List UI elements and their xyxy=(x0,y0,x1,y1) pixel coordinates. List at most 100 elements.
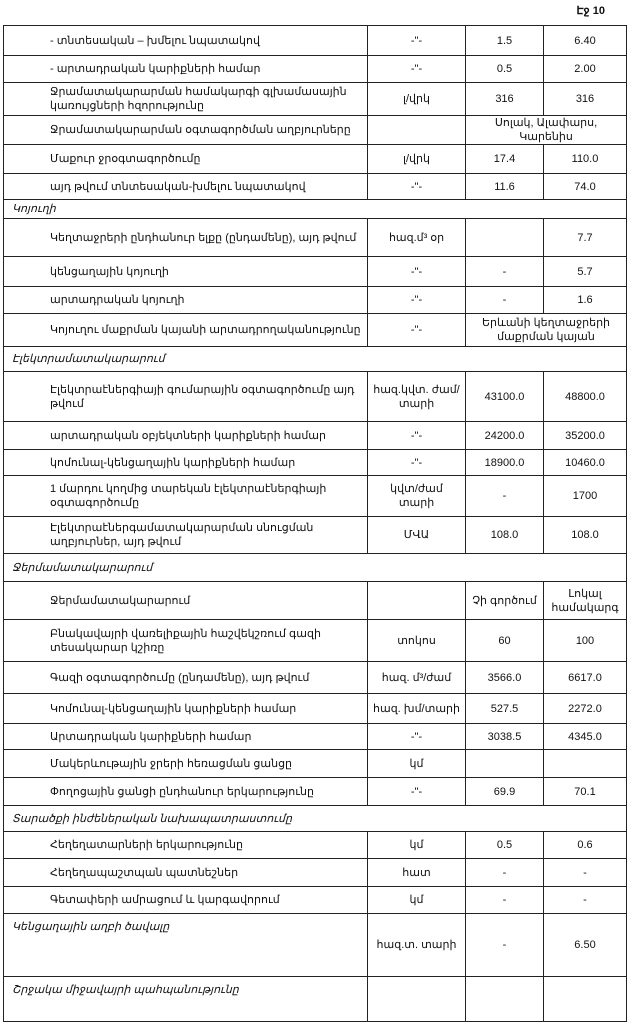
table-row: Բնակավայրի վառելիքային հաշվեկշռում գազի … xyxy=(3,619,627,662)
table-row: Հեղեղապաշտպան պատնեշներ հատ - - xyxy=(3,858,627,887)
value: 2.00 xyxy=(543,55,627,83)
row-label: Կոմունալ-կենցաղային կարիքների համար xyxy=(3,693,368,724)
value: 108.0 xyxy=(543,516,627,554)
table-row: Էլեկտրամատակարարում xyxy=(3,346,627,372)
table-row: Կենցաղային աղբի ծավալը հազ.տ. տարի -6.50 xyxy=(3,913,627,977)
table-row: - տնտեսական – խմելու նպատակով -"- 1.5 6.40 xyxy=(3,25,627,56)
value: 43100.0 xyxy=(465,371,544,422)
row-label: Ջրամատակարարման համակարգի գլխամասային կա… xyxy=(3,82,368,116)
value: 74.0 xyxy=(543,173,627,200)
value: 3566.0 xyxy=(465,661,544,694)
table-row: - արտադրական կարիքների համար -"- 0.5 2.00 xyxy=(3,55,627,83)
value: 2272.0 xyxy=(543,693,627,724)
row-label: Էլեկտրաէներգիայի գումարային օգտագործումը… xyxy=(3,371,368,422)
value: - xyxy=(465,886,544,914)
unit: կմ xyxy=(367,831,466,859)
value: 6.50 xyxy=(543,913,627,977)
value: 24200.0 xyxy=(465,421,544,450)
note: Սոլակ, Ալափարս, Կարենիս xyxy=(465,115,627,145)
table-row: արտադրական կոյուղի -"- -1.6 xyxy=(3,286,627,314)
unit xyxy=(367,976,466,1022)
unit: լ/վրկ xyxy=(367,144,466,174)
value: 35200.0 xyxy=(543,421,627,450)
unit: -"- xyxy=(367,286,466,314)
row-label: Կենցաղային աղբի ծավալը xyxy=(3,913,368,977)
table-row: Մաքուր ջրօգտագործումը լ/վրկ 17.4 110.0 xyxy=(3,144,627,174)
value: 5.7 xyxy=(543,256,627,287)
section-title: Տարածքի ինժեներական նախապատրաստումը xyxy=(3,805,627,832)
value: Լոկալ համակարգ xyxy=(543,581,627,620)
value xyxy=(465,749,544,778)
value: 70.1 xyxy=(543,777,627,806)
table-row: Էլեկտրաէներգիայի գումարային օգտագործումը… xyxy=(3,371,627,422)
value xyxy=(465,976,544,1022)
unit: -"- xyxy=(367,256,466,287)
data-table: - տնտեսական – խմելու նպատակով -"- 1.5 6.40-… xyxy=(3,25,627,1022)
row-label: Շրջակա միջավայրի պահպանությունը xyxy=(3,976,368,1022)
row-label: Էլեկտրաէներգամատակարարման սնուցման աղբյո… xyxy=(3,516,368,554)
row-label: կենցաղային կոյուղի xyxy=(3,256,368,287)
unit: հազ.տ. տարի xyxy=(367,913,466,977)
value: 17.4 xyxy=(465,144,544,174)
value: 7.7 xyxy=(543,218,627,257)
value: 18900.0 xyxy=(465,449,544,476)
table-row: արտադրական օբյեկտների կարիքների համար -"-… xyxy=(3,421,627,450)
unit: տոկոս xyxy=(367,619,466,662)
table-row: Կոմունալ-կենցաղային կարիքների համար հազ. … xyxy=(3,693,627,724)
table-row: Կոյուղի xyxy=(3,199,627,219)
row-label: Հեղեղապաշտպան պատնեշներ xyxy=(3,858,368,887)
unit: հազ. մ³/ժամ xyxy=(367,661,466,694)
table-row: Մակերևութային ջրերի հեռացման ցանցը կմ xyxy=(3,749,627,778)
row-label: Հեղեղատարների երկարությունը xyxy=(3,831,368,859)
unit: լ/վրկ xyxy=(367,82,466,116)
row-label: Մակերևութային ջրերի հեռացման ցանցը xyxy=(3,749,368,778)
unit: -"- xyxy=(367,313,466,347)
unit: կմ xyxy=(367,886,466,914)
value: 3038.5 xyxy=(465,723,544,750)
table-row: Շրջակա միջավայրի պահպանությունը xyxy=(3,976,627,1022)
row-label: կոմունալ-կենցաղային կարիքների համար xyxy=(3,449,368,476)
unit: -"- xyxy=(367,421,466,450)
row-label: Գազի օգտագործումը (ընդամենը), այդ թվում xyxy=(3,661,368,694)
row-label: Գետափերի ամրացում և կարգավորում xyxy=(3,886,368,914)
unit: -"- xyxy=(367,723,466,750)
table-row: Արտադրական կարիքների համար -"- 3038.5 4345.… xyxy=(3,723,627,750)
table-row: Ջրամատակարարման համակարգի գլխամասային կա… xyxy=(3,82,627,116)
row-label: Կեղտաջրերի ընդհանուր ելքը (ընդամենը), այ… xyxy=(3,218,368,257)
table-row: Հեղեղատարների երկարությունը կմ 0.5 0.6 xyxy=(3,831,627,859)
note: Երևանի կեղտաջրերի մաքրման կայան xyxy=(465,313,627,347)
row-label: Մաքուր ջրօգտագործումը xyxy=(3,144,368,174)
value xyxy=(543,749,627,778)
row-label: արտադրական օբյեկտների կարիքների համար xyxy=(3,421,368,450)
unit: -"- xyxy=(367,777,466,806)
unit: կմ xyxy=(367,749,466,778)
value: Չի գործում xyxy=(465,581,544,620)
value: - xyxy=(543,886,627,914)
table-row: Ջերմամատակարարում xyxy=(3,553,627,582)
unit: -"- xyxy=(367,55,466,83)
unit xyxy=(367,115,466,145)
row-label: Ջրամատակարարման օգտագործման աղբյուրները xyxy=(3,115,368,145)
row-label: Ջերմամատակարարում xyxy=(3,581,368,620)
row-label: Կոյուղու մաքրման կայանի արտադրողականությ… xyxy=(3,313,368,347)
value: 100 xyxy=(543,619,627,662)
page-label: Էջ 10 xyxy=(576,5,606,17)
value: 10460.0 xyxy=(543,449,627,476)
value: - xyxy=(465,858,544,887)
unit: հազ.կվտ. ժամ/տարի xyxy=(367,371,466,422)
table-row: Գազի օգտագործումը (ընդամենը), այդ թվում հ… xyxy=(3,661,627,694)
value: 6617.0 xyxy=(543,661,627,694)
table-row: այդ թվում տնտեսական-խմելու նպատակով -"- 11… xyxy=(3,173,627,200)
table-row: Ջրամատակարարման օգտագործման աղբյուրները Ս… xyxy=(3,115,627,145)
table-row: Փողոցային ցանցի ընդհանուր երկարությունը -… xyxy=(3,777,627,806)
table-row: Կոյուղու մաքրման կայանի արտադրողականությ… xyxy=(3,313,627,347)
value: 527.5 xyxy=(465,693,544,724)
unit: ՄՎԱ xyxy=(367,516,466,554)
table-row: Կեղտաջրերի ընդհանուր ելքը (ընդամենը), այ… xyxy=(3,218,627,257)
table-row: 1 մարդու կողմից տարեկան էլեկտրաէներգիայի… xyxy=(3,475,627,517)
value: 0.6 xyxy=(543,831,627,859)
value: 1.6 xyxy=(543,286,627,314)
unit: -"- xyxy=(367,173,466,200)
unit: հատ xyxy=(367,858,466,887)
table-row: կոմունալ-կենցաղային կարիքների համար -"- 18… xyxy=(3,449,627,476)
